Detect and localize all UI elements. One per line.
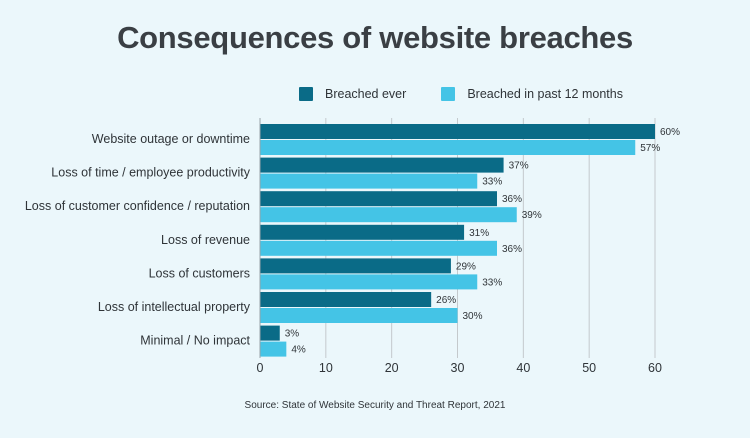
x-tick-label-40: 40 [516, 361, 530, 375]
legend-swatch-breached-past-12-months [441, 87, 456, 101]
chart-title: Consequences of website breaches [117, 20, 633, 55]
bar-breached-ever-3 [260, 224, 465, 240]
data-label-breached-ever-1: 37% [509, 161, 529, 172]
x-tick-label-50: 50 [582, 361, 596, 375]
legend-item-breached-ever: Breached ever [299, 87, 406, 101]
category-label-6: Minimal / No impact [140, 334, 250, 348]
x-tick-label-0: 0 [257, 361, 264, 375]
data-label-breached-ever-0: 60% [660, 127, 680, 138]
bar-breached-ever-2 [260, 191, 497, 207]
chart-source-note: Source: State of Website Security and Th… [244, 400, 506, 411]
bar-breached-past-12-months-3 [260, 240, 497, 256]
category-label-3: Loss of revenue [161, 233, 250, 247]
bar-breached-ever-6 [260, 325, 280, 341]
category-label-2: Loss of customer confidence / reputation [25, 199, 250, 213]
data-label-breached-past-12-months-6: 4% [291, 345, 306, 356]
category-label-4: Loss of customers [149, 266, 250, 280]
bar-breached-past-12-months-6 [260, 341, 287, 357]
chart-legend: Breached ever Breached in past 12 months [299, 84, 623, 104]
x-tick-label-10: 10 [319, 361, 333, 375]
data-label-breached-past-12-months-4: 33% [482, 277, 502, 288]
data-label-breached-ever-5: 26% [436, 295, 456, 306]
bar-breached-ever-5 [260, 292, 432, 307]
bar-breached-past-12-months-1 [260, 173, 478, 189]
data-label-breached-ever-4: 29% [456, 261, 476, 272]
data-label-breached-past-12-months-0: 57% [640, 143, 660, 154]
legend-item-breached-past-12-months: Breached in past 12 months [441, 87, 623, 101]
bar-breached-ever-4 [260, 258, 451, 274]
legend-swatch-breached-ever [299, 87, 313, 101]
data-label-breached-ever-2: 36% [502, 194, 522, 205]
category-label-1: Loss of time / employee productivity [51, 166, 250, 180]
bar-breached-past-12-months-0 [260, 140, 636, 155]
data-label-breached-ever-6: 3% [285, 329, 300, 340]
legend-label-breached-ever: Breached ever [325, 87, 407, 101]
bar-breached-ever-0 [260, 124, 655, 139]
data-label-breached-past-12-months-2: 39% [522, 210, 542, 221]
data-label-breached-past-12-months-3: 36% [502, 244, 522, 255]
x-tick-label-30: 30 [451, 361, 465, 375]
bar-breached-past-12-months-4 [260, 274, 478, 290]
bar-breached-ever-1 [260, 157, 504, 173]
data-label-breached-ever-3: 31% [469, 228, 489, 239]
legend-label-breached-past-12-months: Breached in past 12 months [467, 87, 623, 101]
data-label-breached-past-12-months-1: 33% [482, 177, 502, 188]
category-label-0: Website outage or downtime [92, 132, 250, 146]
bar-breached-past-12-months-2 [260, 207, 517, 223]
x-tick-label-60: 60 [648, 361, 662, 375]
bar-breached-past-12-months-5 [260, 308, 458, 323]
category-label-5: Loss of intellectual property [98, 300, 251, 314]
data-label-breached-past-12-months-5: 30% [463, 311, 483, 322]
x-tick-label-20: 20 [385, 361, 399, 375]
